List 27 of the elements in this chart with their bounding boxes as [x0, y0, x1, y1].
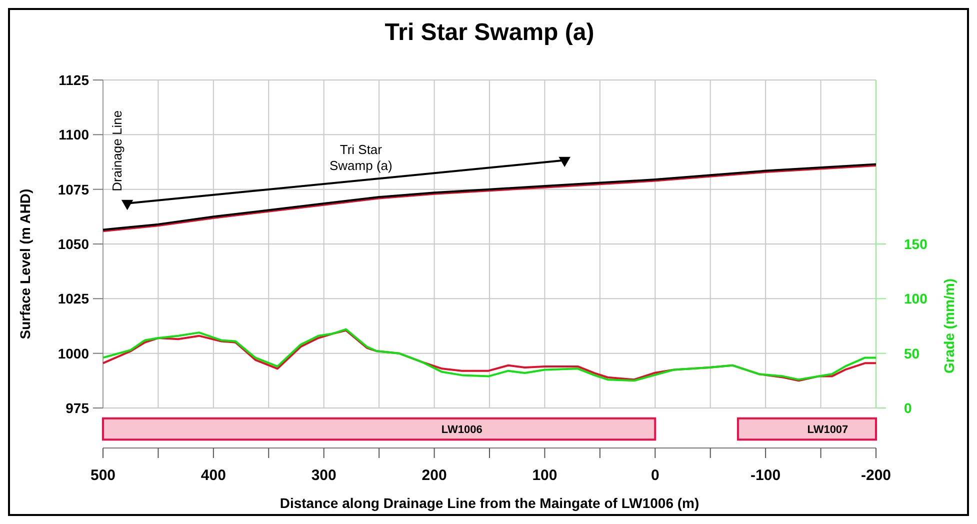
x-tick-label: 100	[532, 467, 558, 484]
y2-tick-label: 0	[904, 400, 912, 416]
series-label: LW1007	[807, 424, 848, 436]
x-tick-label: -100	[750, 467, 781, 484]
y-tick-label: 1050	[58, 236, 90, 252]
x-tick-label: 200	[422, 467, 447, 484]
y-axis-title: Surface Level (m AHD)	[17, 188, 33, 340]
y2-tick-label: 150	[904, 236, 928, 252]
y-tick-label: 1075	[58, 181, 90, 198]
x-tick-label: 500	[90, 467, 116, 484]
chart-title: Tri Star Swamp (a)	[384, 19, 594, 46]
y-tick-label: 1125	[58, 72, 90, 88]
x-tick-label: -200	[860, 467, 892, 484]
x-axis-title: Distance along Drainage Line from the Maingate of LW1006 (m)	[280, 495, 700, 511]
y-tick-label: 1025	[58, 290, 90, 307]
y-tick-label: 1000	[58, 345, 90, 362]
y2-tick-label: 50	[904, 345, 920, 362]
x-tick-label: 300	[311, 467, 336, 484]
series-label: LW1006	[441, 424, 482, 436]
annotation: Drainage Line	[109, 110, 124, 192]
y2-axis-title: Grade (mm/m)	[941, 278, 957, 374]
annotation: Tri Star Swamp (a)	[330, 142, 392, 173]
y2-tick-label: 100	[904, 290, 928, 307]
y-tick-label: 1100	[58, 126, 90, 143]
x-tick-label: 0	[650, 467, 660, 484]
x-tick-label: 400	[200, 467, 226, 484]
y-tick-label: 975	[66, 400, 90, 416]
